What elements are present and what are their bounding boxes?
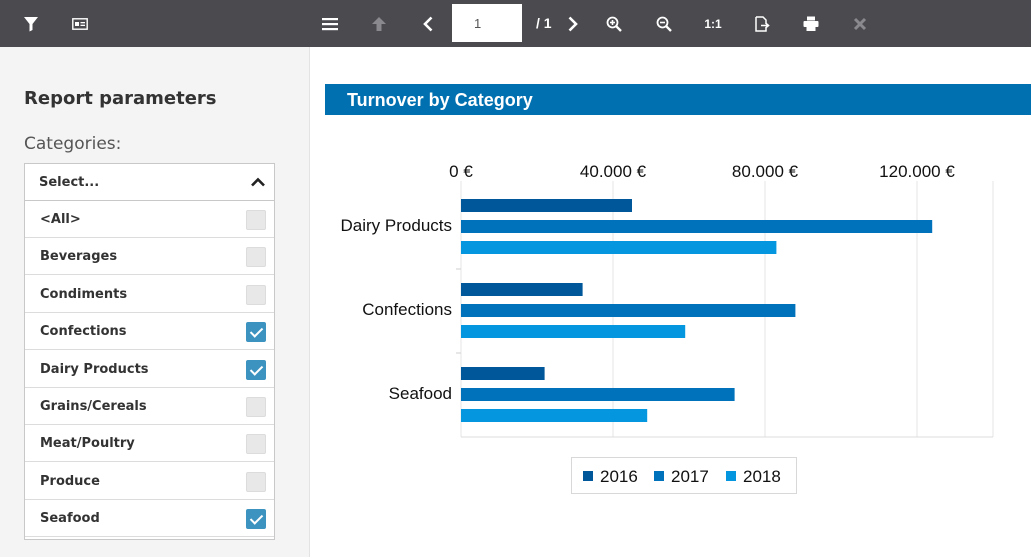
legend-label: 2017 (671, 467, 709, 486)
checkbox-unchecked[interactable] (246, 471, 266, 492)
categories-dropdown: Select... <All> Beverages Condiments Confec… (24, 163, 275, 540)
x-tick-label: 120.000 € (879, 162, 955, 181)
x-tick-label: 80.000 € (732, 162, 799, 181)
previous-page-icon[interactable] (408, 0, 448, 47)
category-option-label: <All> (40, 212, 81, 227)
parameters-sidebar: Report parameters Categories: Select... … (0, 47, 310, 557)
category-option-label: Condiments (40, 286, 128, 302)
category-option[interactable]: Seafood (25, 500, 274, 538)
category-option[interactable]: Beverages (25, 238, 274, 276)
zoom-out-icon[interactable] (644, 0, 684, 47)
filter-icon[interactable] (11, 0, 51, 47)
page-total-label: / 1 (536, 15, 552, 31)
category-option[interactable]: Confections (25, 313, 274, 351)
bar-2016 (461, 199, 632, 212)
bar-2017 (461, 220, 933, 233)
actual-size-button[interactable]: 1:1 (693, 0, 733, 47)
parameters-panel-icon[interactable] (60, 0, 100, 47)
export-icon[interactable] (742, 0, 782, 47)
categories-label: Categories: (24, 134, 122, 154)
arrow-up-icon[interactable] (359, 0, 399, 47)
category-option-label: Grains/Cereals (40, 399, 147, 414)
viewer-toolbar: / 1 1:1 (0, 0, 1031, 47)
legend-swatch-2018 (726, 471, 736, 481)
bar-2017 (461, 304, 796, 317)
category-option[interactable]: Condiments (25, 276, 274, 313)
checkbox-unchecked[interactable] (246, 284, 266, 305)
checkbox-unchecked[interactable] (246, 434, 266, 455)
zoom-in-icon[interactable] (594, 0, 634, 47)
category-label: Dairy Products (341, 216, 452, 235)
category-option[interactable]: Meat/Poultry (25, 425, 274, 463)
bar-2018 (461, 241, 777, 254)
category-option-label: Confections (40, 324, 127, 340)
legend-swatch-2016 (583, 471, 593, 481)
bar-2017 (461, 388, 735, 401)
turnover-chart: 0 € 40.000 € 80.000 € 120.000 € Dairy Produc… (341, 162, 994, 494)
categories-select[interactable]: Select... (25, 164, 274, 201)
category-option[interactable]: Dairy Products (25, 351, 274, 388)
x-tick-label: 40.000 € (580, 162, 647, 181)
category-option[interactable]: Produce (25, 463, 274, 500)
checkbox-checked[interactable] (246, 322, 266, 343)
category-option-label: Seafood (40, 511, 100, 527)
category-label: Confections (362, 300, 452, 319)
bar-2016 (461, 367, 545, 380)
category-label: Seafood (389, 384, 452, 403)
checkbox-checked[interactable] (246, 359, 266, 380)
next-page-icon[interactable] (553, 0, 593, 47)
checkbox-unchecked[interactable] (246, 247, 266, 268)
report-title-banner: Turnover by Category (325, 84, 1031, 115)
category-option-label: Meat/Poultry (40, 436, 135, 452)
sidebar-title: Report parameters (24, 88, 217, 109)
category-option-label: Dairy Products (40, 361, 149, 377)
menu-icon[interactable] (310, 0, 350, 47)
legend-swatch-2017 (654, 471, 664, 481)
chart-legend (571, 457, 797, 494)
legend-label: 2016 (600, 467, 638, 486)
checkbox-checked[interactable] (246, 509, 266, 530)
bar-2018 (461, 325, 686, 338)
checkbox-unchecked[interactable] (246, 397, 266, 417)
legend-label: 2018 (743, 467, 781, 486)
category-option-label: Produce (40, 473, 100, 489)
bar-2016 (461, 283, 583, 296)
page-number-input[interactable] (452, 4, 522, 42)
category-option-label: Beverages (40, 249, 118, 265)
category-option[interactable]: Grains/Cereals (25, 388, 274, 425)
print-icon[interactable] (791, 0, 831, 47)
select-placeholder: Select... (39, 175, 100, 190)
report-title: Turnover by Category (347, 90, 533, 110)
actual-size-label: 1:1 (704, 16, 722, 31)
category-option[interactable]: <All> (25, 201, 274, 238)
bar-2018 (461, 409, 648, 422)
close-icon[interactable] (840, 0, 880, 47)
checkbox-unchecked[interactable] (246, 210, 266, 230)
x-tick-label: 0 € (449, 162, 473, 181)
chevron-up-icon (250, 175, 266, 193)
